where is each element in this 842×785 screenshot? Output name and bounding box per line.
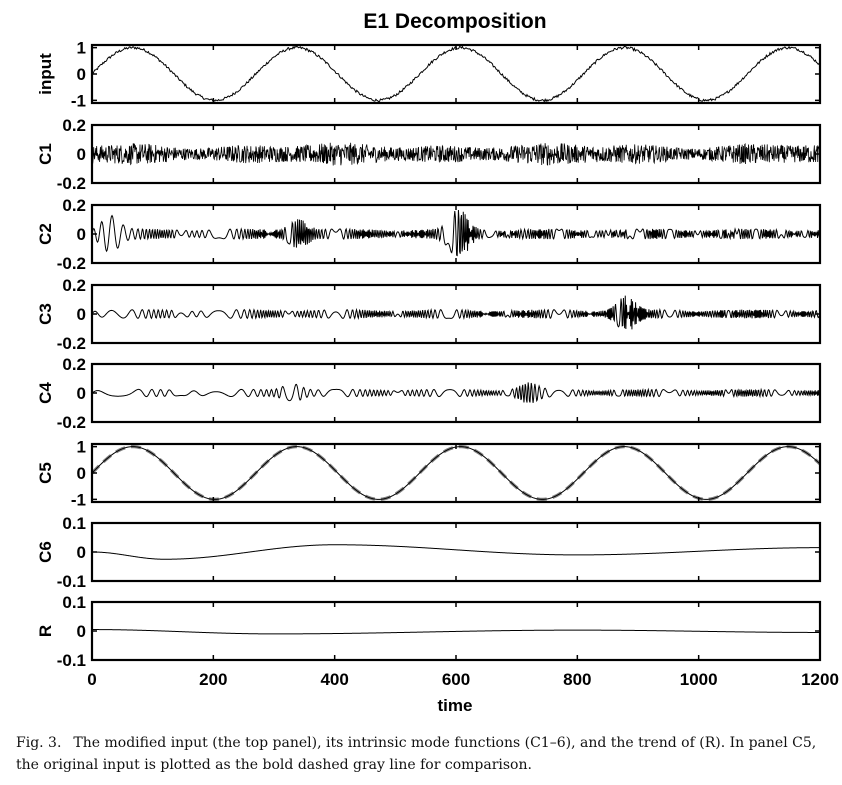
y-axis-label: input xyxy=(36,53,55,95)
panel-c5: 1 0 -1 C5 xyxy=(36,438,822,509)
figure-caption: Fig. 3. The modified input (the top panel… xyxy=(16,732,834,776)
y-axis-label: C5 xyxy=(36,462,55,484)
y-tick-label: 0.2 xyxy=(62,196,86,215)
y-tick-label: -1 xyxy=(71,490,86,509)
decomposition-figure: E1 Decomposition 10-1input0.20-0.2C10.20… xyxy=(36,10,839,715)
y-tick-label: -0.2 xyxy=(57,174,86,193)
panel-frame xyxy=(90,521,822,583)
y-tick-label: 0.2 xyxy=(62,355,86,374)
y-tick-label: -0.2 xyxy=(57,334,86,353)
y-axis-label: C4 xyxy=(36,382,55,404)
signal-line-c2 xyxy=(92,209,820,257)
panel-frame xyxy=(90,43,822,105)
y-tick-label: -0.2 xyxy=(57,413,86,432)
y-tick-label: 0 xyxy=(77,65,86,84)
panel-c2: 0.2 0 -0.2C2 xyxy=(36,196,822,273)
y-tick-label: 0 xyxy=(77,225,86,244)
y-tick-label: -0.1 xyxy=(57,651,86,670)
y-axis-label: C1 xyxy=(36,143,55,165)
y-tick-label: -0.2 xyxy=(57,254,86,273)
y-tick-label: 1 xyxy=(77,438,86,457)
x-axis-label: time xyxy=(438,696,473,715)
y-tick-label: -1 xyxy=(71,91,86,110)
x-tick-label: 1200 xyxy=(801,670,839,689)
y-tick-label: 0 xyxy=(77,622,86,641)
signal-line-c1 xyxy=(92,142,820,166)
y-tick-label: 0 xyxy=(77,464,86,483)
signal-line-r xyxy=(92,629,820,635)
y-tick-label: 0.2 xyxy=(62,276,86,295)
signal-line-c4 xyxy=(92,382,820,403)
chart-title: E1 Decomposition xyxy=(363,10,546,33)
x-tick-label: 0 xyxy=(87,670,96,689)
y-tick-label: 0 xyxy=(77,543,86,562)
x-tick-label: 600 xyxy=(442,670,470,689)
panel-frame xyxy=(90,442,822,504)
panel-c6: 0.1 0 -0.1C6 xyxy=(36,514,822,591)
panel-c4: 0.2 0 -0.2C4 xyxy=(36,355,822,432)
y-axis-label: C6 xyxy=(36,541,55,563)
y-axis-label: C2 xyxy=(36,223,55,245)
y-axis-label: C3 xyxy=(36,303,55,325)
panel-c1: 0.2 0 -0.2C1 xyxy=(36,116,822,193)
x-tick-label: 200 xyxy=(199,670,227,689)
caption-label: Fig. 3. xyxy=(16,735,62,751)
y-tick-label: 0 xyxy=(77,384,86,403)
y-axis-label: R xyxy=(36,625,55,637)
x-tick-label: 400 xyxy=(320,670,348,689)
x-tick-label: 1000 xyxy=(680,670,718,689)
signal-line-c3 xyxy=(92,295,820,330)
y-tick-label: -0.1 xyxy=(57,572,86,591)
y-tick-label: 0.1 xyxy=(62,593,86,612)
y-tick-label: 0 xyxy=(77,305,86,324)
signal-line-c6 xyxy=(92,544,820,560)
x-tick-label: 800 xyxy=(563,670,591,689)
y-tick-label: 0.2 xyxy=(62,116,86,135)
panel-c3: 0.2 0 -0.2C3 xyxy=(36,276,822,353)
panel-input: 1 0 -1 input xyxy=(36,39,822,110)
overlay-line-c5 xyxy=(92,445,820,501)
y-tick-label: 1 xyxy=(77,39,86,58)
signal-line-c5 xyxy=(92,446,820,500)
y-tick-label: 0 xyxy=(77,145,86,164)
signal-line-input xyxy=(92,45,820,103)
caption-text: The modified input (the top panel), its … xyxy=(16,735,817,773)
y-tick-label: 0.1 xyxy=(62,514,86,533)
panel-r: 0.1 0 -0.1 R xyxy=(36,593,822,670)
